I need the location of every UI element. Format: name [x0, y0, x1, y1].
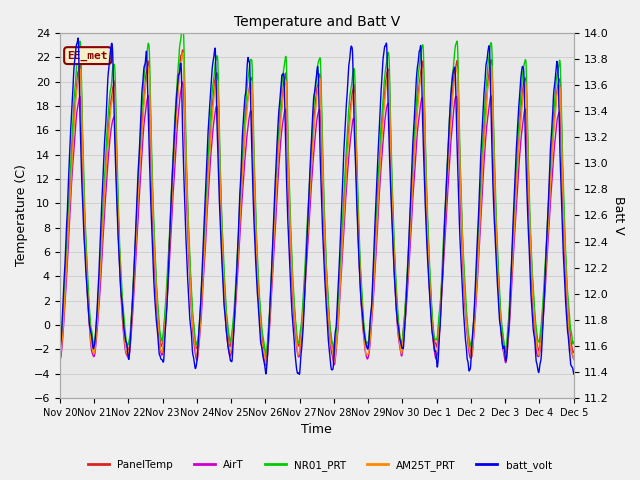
NR01_PRT	[179, 23, 187, 29]
PanelTemp	[179, 47, 186, 53]
NR01_PRT	[539, 298, 547, 303]
AM25T_PRT	[200, 269, 207, 275]
PanelTemp	[525, 188, 532, 193]
AirT	[525, 206, 532, 212]
AM25T_PRT	[332, 349, 340, 355]
AirT	[539, 319, 547, 325]
NR01_PRT	[200, 253, 207, 259]
NR01_PRT	[525, 171, 532, 177]
NR01_PRT	[343, 138, 351, 144]
Legend: PanelTemp, AirT, NR01_PRT, AM25T_PRT, batt_volt: PanelTemp, AirT, NR01_PRT, AM25T_PRT, ba…	[84, 456, 556, 475]
batt_volt	[343, 95, 351, 101]
AirT	[343, 179, 351, 185]
PanelTemp	[343, 152, 351, 158]
Line: PanelTemp: PanelTemp	[60, 50, 573, 359]
AM25T_PRT	[343, 159, 351, 165]
Line: NR01_PRT: NR01_PRT	[60, 26, 573, 355]
PanelTemp	[200, 260, 207, 265]
AM25T_PRT	[525, 189, 532, 195]
AM25T_PRT	[179, 50, 187, 56]
batt_volt	[200, 238, 207, 243]
AM25T_PRT	[570, 357, 577, 362]
Y-axis label: Batt V: Batt V	[612, 196, 625, 235]
batt_volt	[570, 371, 577, 377]
batt_volt	[525, 236, 532, 242]
NR01_PRT	[332, 338, 340, 344]
PanelTemp	[332, 346, 340, 351]
batt_volt	[332, 327, 340, 333]
NR01_PRT	[262, 352, 269, 358]
AirT	[262, 362, 270, 368]
batt_volt	[56, 347, 63, 352]
AirT	[179, 79, 186, 85]
AirT	[570, 357, 577, 362]
batt_volt	[467, 366, 474, 372]
PanelTemp	[56, 356, 63, 362]
AM25T_PRT	[56, 356, 63, 361]
PanelTemp	[539, 306, 547, 312]
AirT	[200, 276, 207, 282]
AirT	[332, 353, 340, 359]
batt_volt	[539, 318, 547, 324]
AM25T_PRT	[539, 312, 547, 318]
NR01_PRT	[570, 339, 577, 345]
PanelTemp	[56, 356, 64, 362]
Text: EE_met: EE_met	[67, 50, 108, 60]
AM25T_PRT	[262, 360, 270, 366]
Y-axis label: Temperature (C): Temperature (C)	[15, 165, 28, 266]
NR01_PRT	[467, 340, 474, 346]
AirT	[56, 358, 63, 364]
batt_volt	[296, 372, 303, 377]
AM25T_PRT	[467, 350, 474, 356]
AirT	[467, 355, 474, 361]
PanelTemp	[570, 348, 577, 354]
Line: AirT: AirT	[60, 82, 573, 365]
NR01_PRT	[56, 351, 63, 357]
X-axis label: Time: Time	[301, 423, 332, 436]
Line: AM25T_PRT: AM25T_PRT	[60, 53, 573, 363]
Line: batt_volt: batt_volt	[60, 38, 573, 374]
PanelTemp	[467, 348, 474, 353]
batt_volt	[74, 35, 82, 41]
Title: Temperature and Batt V: Temperature and Batt V	[234, 15, 400, 29]
